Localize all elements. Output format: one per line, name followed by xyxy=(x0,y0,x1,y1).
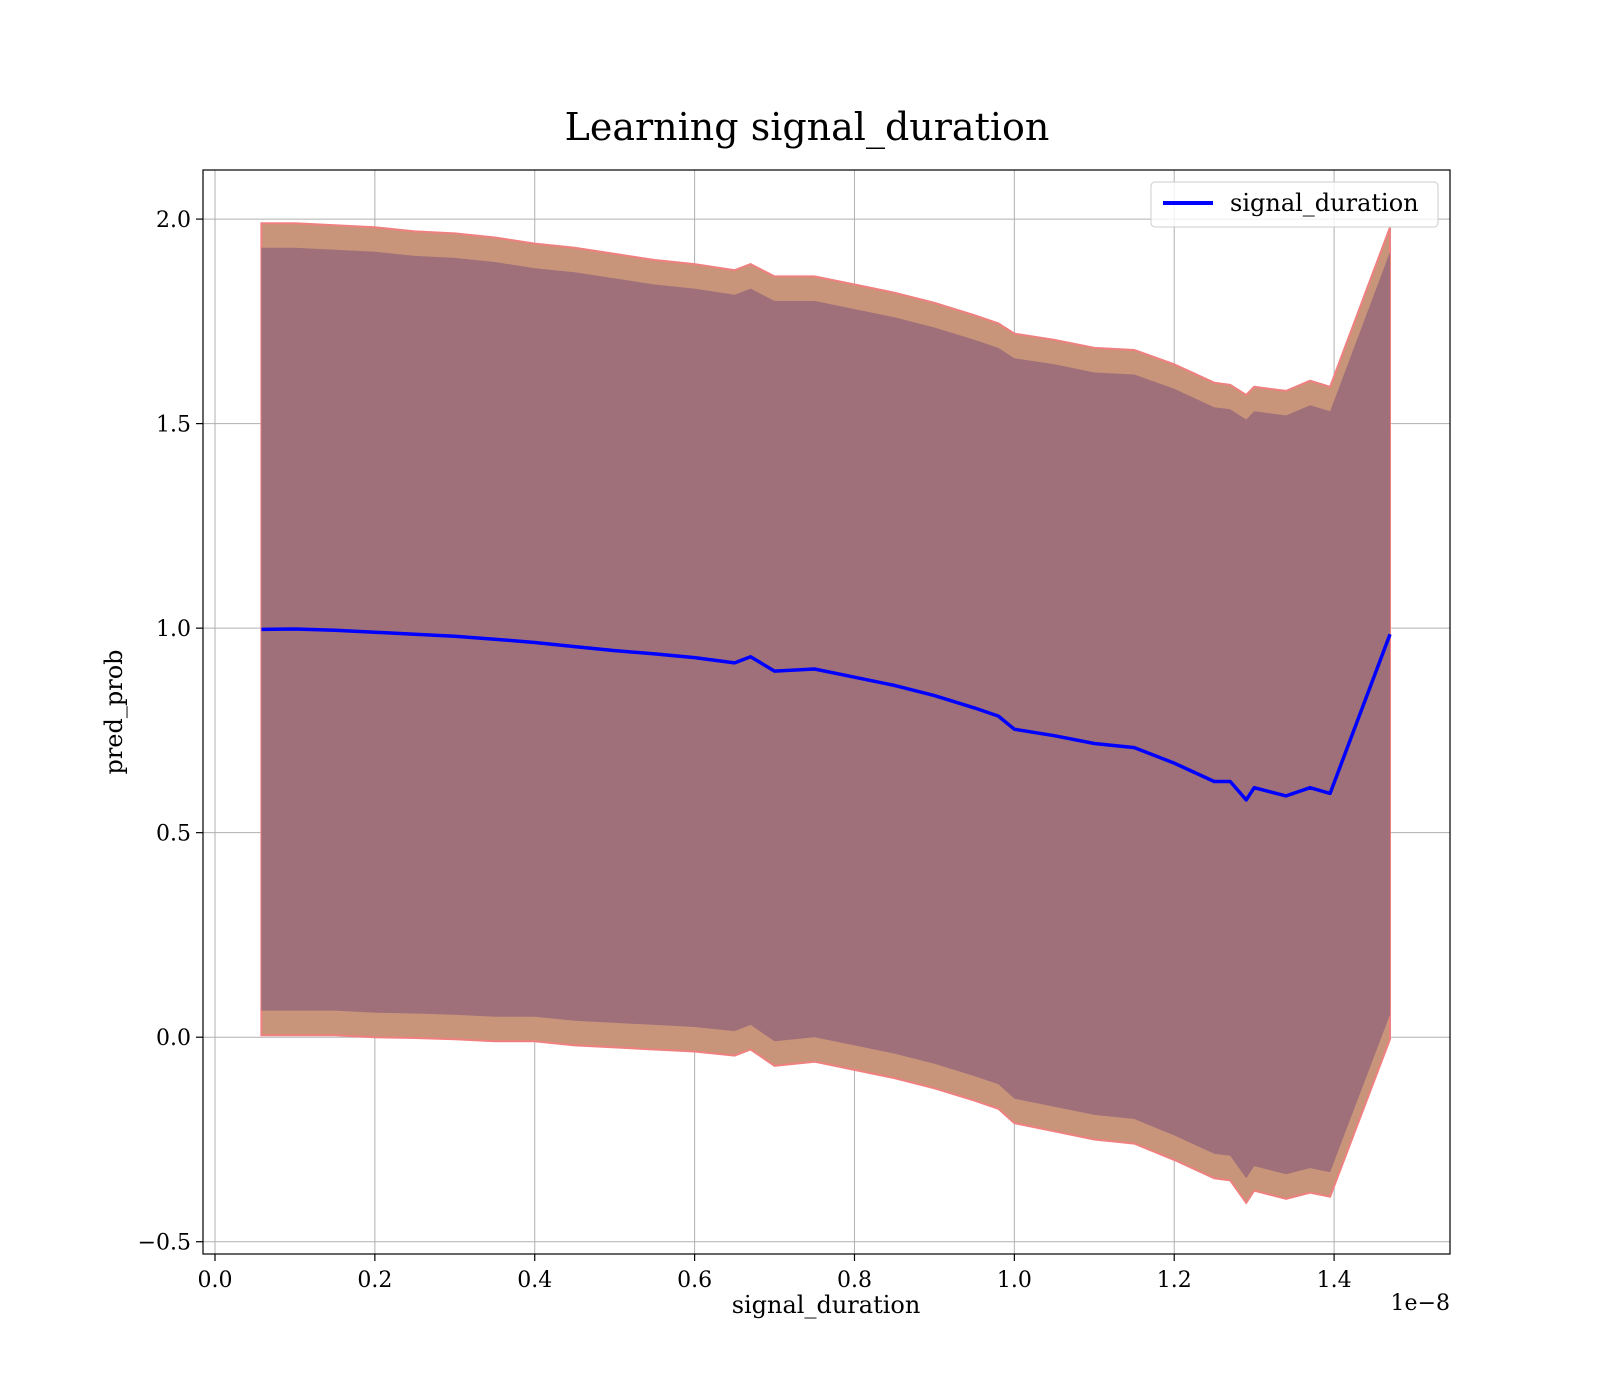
y-tick-label-2: 0.5 xyxy=(156,822,191,847)
y-tick-label-4: 1.5 xyxy=(156,413,191,438)
legend-box xyxy=(1150,181,1439,228)
y-tick-label-3: 1.0 xyxy=(156,617,191,642)
x-tick-label-6: 1.2 xyxy=(1157,1268,1192,1293)
series-lines xyxy=(261,627,1392,802)
confidence-bands xyxy=(260,222,1391,1205)
x-tick-label-2: 0.4 xyxy=(517,1268,552,1293)
x-axis-ticks: 0.0 0.2 0.4 0.6 0.8 1.0 1.2 1.4 xyxy=(197,1254,1352,1293)
x-tick-label-5: 1.0 xyxy=(997,1268,1032,1293)
x-tick-label-0: 0.0 xyxy=(197,1268,232,1293)
y-axis-ticks: −0.5 0.0 0.5 1.0 1.5 2.0 xyxy=(138,208,203,1256)
y-axis-label: pred_prob xyxy=(100,649,128,774)
x-axis-offset-text: 1e−8 xyxy=(1391,1291,1450,1316)
x-tick-label-3: 0.6 xyxy=(677,1268,712,1293)
y-tick-label-5: 2.0 xyxy=(156,208,191,233)
x-axis-label: signal_duration xyxy=(732,1291,921,1319)
legend: signal_duration xyxy=(1150,181,1439,228)
chart-title: Learning signal_duration xyxy=(565,105,1050,150)
y-tick-label-0: −0.5 xyxy=(138,1231,191,1256)
series-line-0 xyxy=(261,627,1392,802)
x-tick-label-4: 0.8 xyxy=(837,1268,872,1293)
y-tick-label-1: 0.0 xyxy=(156,1026,191,1051)
x-tick-label-7: 1.4 xyxy=(1317,1268,1352,1293)
legend-label: signal_duration xyxy=(1230,189,1419,217)
plot-frame xyxy=(202,169,1451,1255)
band-inner xyxy=(261,247,1390,1179)
x-tick-label-1: 0.2 xyxy=(357,1268,392,1293)
